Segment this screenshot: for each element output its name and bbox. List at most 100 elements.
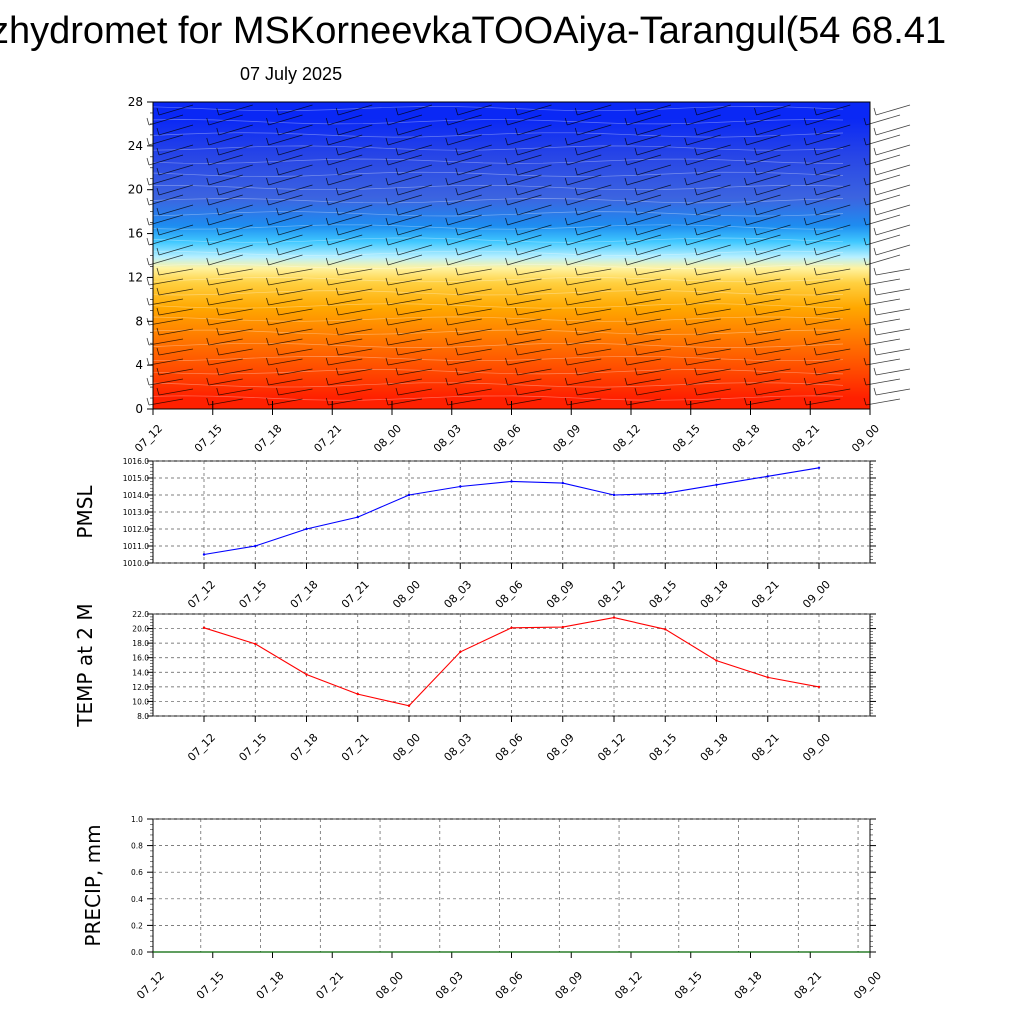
wind-barb bbox=[457, 288, 492, 296]
wind-barb bbox=[278, 104, 313, 116]
upper-panel bbox=[146, 101, 911, 415]
x-tick-label: 08_12 bbox=[595, 731, 628, 764]
wind-barb bbox=[567, 174, 602, 186]
wind-barb-flag bbox=[744, 217, 747, 226]
wind-barb-flag bbox=[863, 317, 867, 326]
x-tick-label: 07_21 bbox=[339, 731, 372, 764]
wind-barb bbox=[158, 348, 194, 356]
wind-barb bbox=[338, 244, 373, 256]
wind-barb-flag bbox=[445, 317, 449, 326]
wind-barb bbox=[875, 348, 911, 356]
wind-barb-flag bbox=[445, 337, 449, 346]
wind-barb-flag bbox=[445, 177, 449, 186]
wind-barb bbox=[816, 268, 851, 276]
wind-barb-flag bbox=[574, 207, 578, 216]
wind-barb bbox=[746, 134, 781, 146]
wind-barb-flag bbox=[694, 347, 698, 356]
wind-barb-flag bbox=[276, 307, 279, 316]
wind-barb-flag bbox=[813, 127, 817, 136]
x-tick-label: 08_12 bbox=[612, 969, 645, 1002]
wind-barb-flag bbox=[515, 307, 518, 316]
x-tick-label: 07_18 bbox=[288, 578, 321, 611]
data-point bbox=[407, 704, 411, 707]
data-point bbox=[612, 616, 616, 619]
wind-barb-flag bbox=[445, 237, 449, 246]
wind-barb bbox=[746, 114, 781, 126]
wind-barb-flag bbox=[266, 157, 269, 166]
wind-barb-flag bbox=[276, 267, 279, 276]
wind-barb bbox=[746, 154, 781, 166]
wind-barb bbox=[338, 368, 373, 376]
wind-barb bbox=[686, 234, 721, 246]
wind-barb bbox=[208, 134, 243, 146]
wind-barb-flag bbox=[505, 337, 508, 346]
x-tick-label: 08_06 bbox=[493, 731, 526, 764]
wind-barb bbox=[268, 154, 303, 166]
wind-barb bbox=[507, 378, 542, 386]
wind-barb-flag bbox=[574, 127, 578, 136]
wind-barb bbox=[507, 254, 542, 266]
wind-barb-flag bbox=[216, 207, 220, 216]
wind-barb-flag bbox=[276, 347, 279, 356]
contour-line bbox=[152, 342, 844, 348]
wind-barb-flag bbox=[744, 157, 747, 166]
wind-barb-flag bbox=[455, 207, 459, 216]
contour-line bbox=[152, 356, 844, 362]
wind-barb-flag bbox=[276, 187, 279, 196]
wind-barb-flag bbox=[266, 137, 269, 146]
wind-barb bbox=[746, 398, 781, 406]
wind-barb-flag bbox=[863, 337, 867, 346]
y-tick-label: 8.0 bbox=[137, 712, 149, 721]
wind-barb-flag bbox=[206, 277, 210, 286]
y-tick-label: 1012.0 bbox=[123, 525, 149, 534]
wind-barb-flag bbox=[335, 187, 339, 196]
wind-barb-flag bbox=[216, 387, 220, 396]
panel-temp bbox=[147, 613, 876, 722]
wind-barb-flag bbox=[276, 247, 279, 256]
wind-barb bbox=[875, 388, 911, 396]
wind-barb bbox=[268, 194, 303, 206]
wind-barb bbox=[278, 328, 313, 336]
wind-barb bbox=[507, 278, 542, 286]
wind-barb bbox=[148, 174, 184, 186]
wind-barb bbox=[806, 214, 841, 226]
wind-barb bbox=[268, 174, 303, 186]
wind-barb-flag bbox=[445, 117, 449, 126]
wind-barb-flag bbox=[873, 207, 877, 216]
wind-barb-flag bbox=[515, 327, 518, 336]
wind-barb bbox=[756, 288, 791, 296]
y-tick-label: 1014.0 bbox=[123, 491, 149, 500]
wind-barb-flag bbox=[694, 147, 698, 156]
wind-barb-flag bbox=[146, 297, 150, 306]
wind-barb bbox=[696, 204, 731, 216]
wind-barb-flag bbox=[694, 127, 698, 136]
x-tick-label: 08_18 bbox=[698, 731, 731, 764]
x-tick-label: 08_21 bbox=[789, 422, 822, 455]
wind-barb-flag bbox=[863, 197, 867, 206]
wind-barb bbox=[756, 328, 791, 336]
wind-barb bbox=[865, 214, 901, 226]
wind-barb bbox=[148, 358, 184, 366]
wind-barb-flag bbox=[445, 277, 449, 286]
wind-barb-flag bbox=[803, 117, 807, 126]
wind-barb-flag bbox=[206, 177, 210, 186]
wind-barb-flag bbox=[624, 297, 628, 306]
wind-barb bbox=[517, 348, 552, 356]
wind-barb-flag bbox=[754, 167, 757, 176]
wind-barb bbox=[875, 204, 911, 216]
wind-barb bbox=[806, 114, 841, 126]
wind-barb bbox=[328, 234, 363, 246]
wind-barb bbox=[567, 398, 602, 406]
wind-barb bbox=[756, 244, 791, 256]
wind-barb-flag bbox=[873, 287, 877, 296]
wind-barb-flag bbox=[335, 387, 339, 396]
wind-barb bbox=[875, 308, 911, 316]
wind-barb bbox=[626, 378, 662, 386]
wind-barb-flag bbox=[803, 277, 807, 286]
wind-barb bbox=[457, 244, 492, 256]
wind-barb bbox=[148, 378, 184, 386]
wind-barb-flag bbox=[873, 187, 877, 196]
wind-barb-flag bbox=[395, 207, 399, 216]
wind-barb bbox=[626, 318, 662, 326]
data-point bbox=[664, 628, 667, 631]
